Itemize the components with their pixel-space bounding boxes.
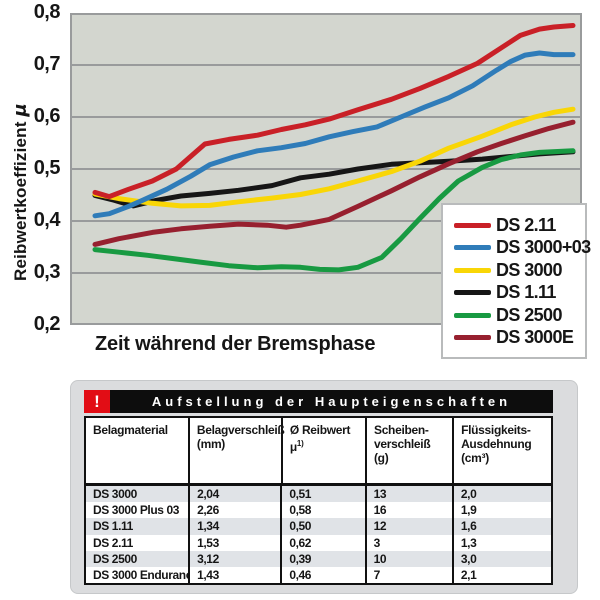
value-cell: 1,6 (460, 519, 477, 534)
legend-label: DS 2500 (496, 304, 562, 325)
value-cell: 2,0 (460, 487, 477, 502)
legend-color-line-icon (454, 312, 491, 318)
value-cell: 10 (367, 550, 454, 567)
value-cell: 3,0 (460, 551, 477, 566)
material-name-cell: DS 2500 (86, 550, 191, 567)
value-cell: 0,50 (282, 518, 367, 535)
material-name-cell: DS 1.11 (86, 518, 191, 535)
legend-color-line-icon (454, 290, 491, 296)
warning-icon: ! (84, 390, 110, 413)
value-cell: 7 (367, 566, 454, 584)
value-cell: 2,04 (190, 486, 283, 503)
column-header: Belagverschleiß (mm) (190, 418, 285, 483)
value-cell: 12 (367, 518, 454, 535)
value-cell: 16 (367, 502, 454, 519)
material-name-cell: DS 2.11 (86, 534, 191, 551)
properties-table: Belagmaterial Belagverschleiß (mm) Ø Reibwe… (84, 416, 553, 585)
y-tick-label: 0,4 (33, 209, 61, 232)
value-cell: 2,1 (460, 567, 477, 582)
x-axis-label: Zeit während der Bremsphase (95, 333, 376, 355)
legend-label: DS 3000+03 (496, 237, 591, 258)
legend-entry: DS 3000E (454, 327, 585, 350)
column-header: Ø Reibwert μ1) (283, 418, 367, 483)
value-cell: 1,9 (460, 503, 477, 518)
value-cell: 3 (367, 534, 454, 551)
footnote-marker: 1) (296, 439, 304, 448)
legend-color-line-icon (454, 267, 491, 273)
y-tick-label: 0,2 (33, 313, 61, 336)
legend-color-line-icon (454, 335, 491, 341)
series-line (92, 106, 576, 209)
legend-label: DS 3000 (496, 259, 562, 280)
value-cell: 2,26 (190, 502, 283, 519)
material-name-cell: DS 3000 Endurance (86, 566, 191, 584)
legend-entry: DS 3000+03 (454, 237, 591, 260)
legend-entry: DS 2.11 (454, 214, 585, 237)
plot-area (70, 13, 582, 325)
legend-color-line-icon (454, 245, 491, 251)
table-row: DS 2500 3,12 0,39 10 3,0 (86, 550, 551, 567)
material-name-cell: DS 3000 Plus 03 (86, 502, 191, 519)
series-line (92, 23, 576, 200)
y-tick-label: 0,7 (33, 53, 61, 76)
legend-entry: DS 3000 (454, 259, 585, 282)
table-row: DS 3000 Plus 03 2,26 0,58 16 1,9 (86, 502, 551, 519)
value-cell: 0,51 (282, 486, 367, 503)
series-line (92, 119, 576, 247)
legend-label: DS 3000E (496, 327, 574, 348)
plot-svg (70, 13, 582, 325)
y-tick-label: 0,6 (33, 105, 61, 128)
value-cell: 13 (367, 486, 454, 503)
table-row: DS 2.11 1,53 0,62 3 1,3 (86, 534, 551, 551)
value-cell: 1,3 (460, 535, 477, 550)
legend-color-line-icon (454, 222, 491, 228)
value-cell: 0,58 (282, 502, 367, 519)
value-cell: 0,46 (282, 566, 367, 584)
table-row: DS 3000 2,04 0,51 13 2,0 (86, 486, 551, 503)
value-cell: 0,62 (282, 534, 367, 551)
value-cell: 1,53 (190, 534, 283, 551)
properties-panel: ! Aufstellung der Haupteigenschaften Bel… (70, 380, 578, 594)
material-name-cell: DS 3000 (86, 486, 191, 503)
table-row: DS 3000 Endurance 1,43 0,46 7 2,1 (86, 566, 551, 584)
column-header: Flüssigkeits- Ausdehnung (cm³) (461, 423, 532, 465)
legend-entry: DS 1.11 (454, 282, 585, 305)
y-tick-label: 0,8 (33, 1, 61, 24)
y-tick-label: 0,3 (33, 261, 61, 284)
table-row: DS 1.11 1,34 0,50 12 1,6 (86, 518, 551, 535)
legend: DS 2.11 DS 3000+03 DS 3000 DS 1.11 DS 2500 DS… (441, 203, 591, 359)
y-tick-label: 0,5 (33, 157, 61, 180)
value-cell: 0,39 (282, 550, 367, 567)
y-axis-label-text: Reibwertkoeffizient (11, 116, 30, 282)
column-header: Scheiben-verschleiß (g) (367, 418, 455, 483)
table-header-row: Belagmaterial Belagverschleiß (mm) Ø Reibwe… (86, 418, 551, 486)
legend-entry: DS 2500 (454, 304, 585, 327)
table-body: DS 3000 2,04 0,51 13 2,0 DS 3000 Plus 03 2,26 0… (86, 486, 551, 584)
panel-banner: ! Aufstellung der Haupteigenschaften (84, 390, 553, 413)
legend-label: DS 1.11 (496, 282, 556, 303)
value-cell: 3,12 (190, 550, 283, 567)
value-cell: 1,43 (190, 566, 283, 584)
series-line (92, 148, 576, 273)
banner-title: Aufstellung der Haupteigenschaften (151, 394, 512, 409)
legend-label: DS 2.11 (496, 214, 556, 235)
value-cell: 1,34 (190, 518, 283, 535)
column-header: Belagmaterial (86, 418, 190, 483)
series-line (92, 50, 576, 219)
